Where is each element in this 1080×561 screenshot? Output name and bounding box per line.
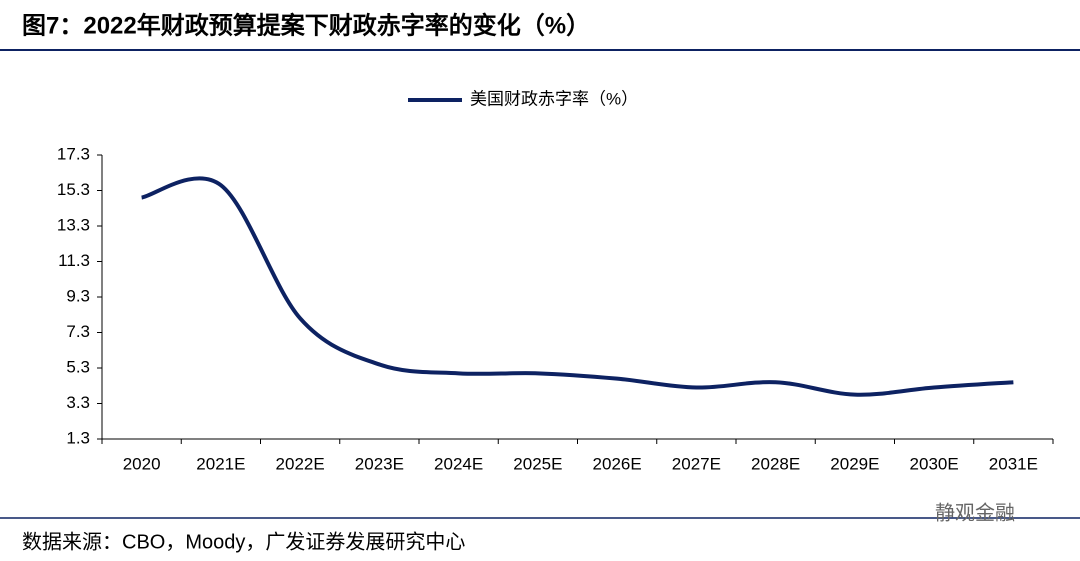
x-tick-label: 2021E: [196, 454, 245, 473]
y-tick-label: 3.3: [66, 393, 90, 412]
x-tick-label: 2027E: [672, 454, 721, 473]
y-tick-label: 13.3: [57, 215, 90, 234]
y-tick-label: 15.3: [57, 180, 90, 199]
y-tick-label: 9.3: [66, 286, 90, 305]
x-tick-label: 2020: [123, 454, 161, 473]
x-tick-label: 2028E: [751, 454, 800, 473]
x-tick-label: 2026E: [593, 454, 642, 473]
watermark: 静观金融: [935, 501, 1015, 524]
x-tick-label: 2029E: [830, 454, 879, 473]
x-tick-label: 2030E: [910, 454, 959, 473]
series-line: [141, 176, 1014, 397]
y-tick-label: 7.3: [66, 322, 90, 341]
x-tick-label: 2031E: [989, 454, 1038, 473]
x-tick-label: 2022E: [276, 454, 325, 473]
x-tick-label: 2025E: [513, 454, 562, 473]
source: 数据来源：CBO，Moody，广发证券发展研究中心: [22, 530, 465, 553]
chart-title: 图7：2022年财政预算提案下财政赤字率的变化（%）: [22, 11, 590, 39]
x-tick-label: 2023E: [355, 454, 404, 473]
y-tick-label: 11.3: [58, 251, 90, 270]
x-tick-label: 2024E: [434, 454, 483, 473]
y-tick-label: 17.3: [57, 144, 90, 163]
y-tick-label: 1.3: [66, 428, 90, 447]
y-tick-label: 5.3: [66, 357, 90, 376]
legend-label: 美国财政赤字率（%）: [470, 89, 638, 108]
